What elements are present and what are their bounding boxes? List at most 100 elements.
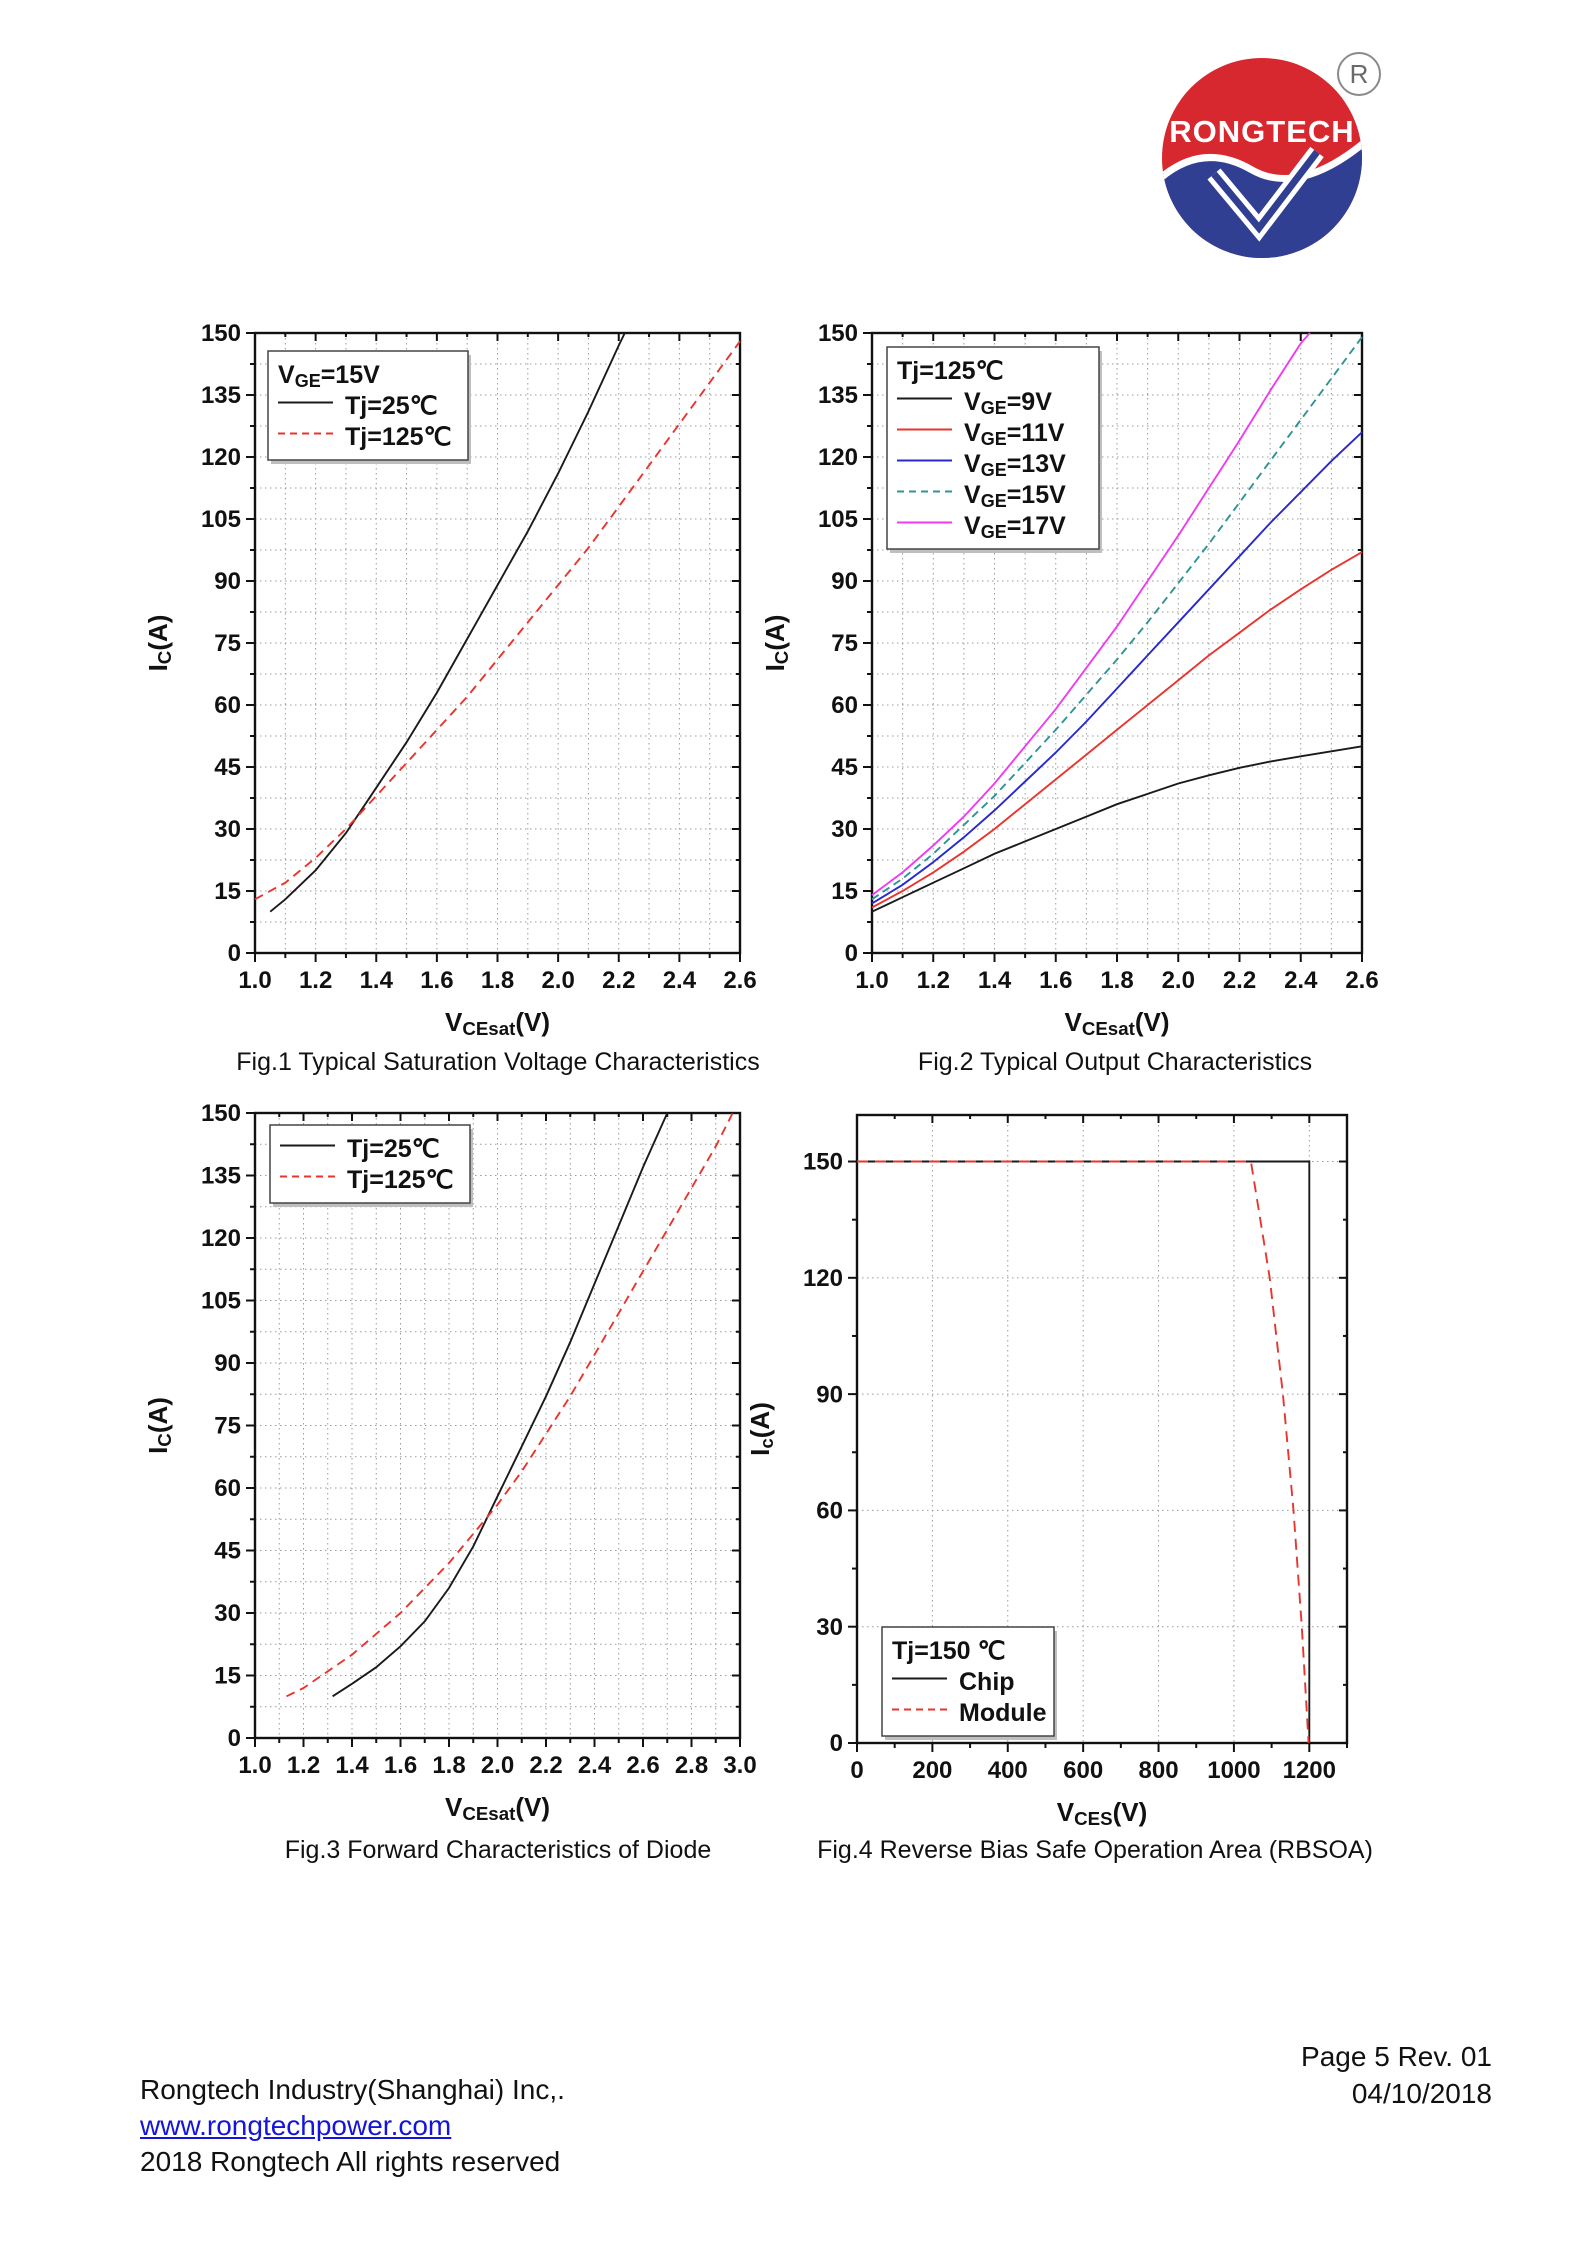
svg-text:30: 30	[214, 1600, 241, 1627]
svg-text:Tj=25℃: Tj=25℃	[345, 392, 438, 420]
svg-text:VCES(V): VCES(V)	[1057, 1797, 1147, 1829]
svg-text:1.6: 1.6	[384, 1752, 417, 1779]
fig3-plot: 1.0 1.2 1.4 1.6 1.8 2.0 2.2 2.4 2.6 2.8 3.0 0 15 30 45…	[143, 1100, 757, 1824]
logo-brand-text: RONGTECH	[1169, 114, 1354, 149]
svg-text:Tj=125℃: Tj=125℃	[345, 423, 452, 451]
svg-text:600: 600	[1063, 1757, 1103, 1784]
svg-text:150: 150	[818, 320, 858, 347]
svg-text:Ic(A): Ic(A)	[745, 1402, 777, 1456]
svg-text:150: 150	[201, 1100, 241, 1127]
svg-text:VGE=15V: VGE=15V	[278, 361, 380, 391]
svg-text:1.6: 1.6	[1039, 967, 1072, 994]
svg-text:2.0: 2.0	[1162, 967, 1195, 994]
svg-text:105: 105	[201, 1288, 241, 1315]
svg-text:1.2: 1.2	[287, 1752, 320, 1779]
svg-text:IC(A): IC(A)	[760, 615, 792, 672]
footer-page-block: Page 5 Rev. 01 04/10/2018	[1301, 2038, 1492, 2112]
svg-text:2.6: 2.6	[626, 1752, 659, 1779]
rongtech-logo: RONGTECH	[1158, 50, 1368, 262]
svg-text:60: 60	[816, 1498, 843, 1525]
svg-text:Module: Module	[959, 1699, 1047, 1727]
svg-text:75: 75	[831, 630, 858, 657]
fig4-caption: Fig.4 Reverse Bias Safe Operation Area (…	[817, 1836, 1373, 1864]
fig1-plot: 1.0 1.2 1.4 1.6 1.8 2.0 2.2 2.4 2.6 0 15 30 45 60 75 90…	[143, 320, 757, 1039]
svg-text:VGE=11V: VGE=11V	[964, 419, 1065, 449]
fig2-plot: 1.0 1.2 1.4 1.6 1.8 2.0 2.2 2.4 2.6 0 15 30 45 60 75 90…	[760, 320, 1379, 1039]
svg-text:VGE=17V: VGE=17V	[964, 512, 1066, 542]
svg-text:800: 800	[1139, 1757, 1179, 1784]
svg-text:1.6: 1.6	[420, 967, 453, 994]
svg-text:2.6: 2.6	[723, 967, 756, 994]
svg-text:0: 0	[850, 1757, 863, 1784]
svg-text:90: 90	[214, 1350, 241, 1377]
svg-text:0: 0	[845, 940, 858, 967]
svg-text:1000: 1000	[1207, 1757, 1260, 1784]
svg-text:60: 60	[831, 692, 858, 719]
svg-text:135: 135	[201, 1163, 241, 1190]
svg-text:200: 200	[912, 1757, 952, 1784]
fig3-caption: Fig.3 Forward Characteristics of Diode	[284, 1836, 712, 1864]
rongtech-logo-icon: RONGTECH	[1162, 58, 1362, 258]
svg-text:150: 150	[201, 320, 241, 347]
svg-text:30: 30	[816, 1614, 843, 1641]
svg-text:150: 150	[803, 1149, 843, 1176]
svg-text:Tj=125℃: Tj=125℃	[347, 1166, 454, 1194]
svg-text:1.4: 1.4	[978, 967, 1012, 994]
svg-text:1.2: 1.2	[917, 967, 950, 994]
svg-text:1.4: 1.4	[335, 1752, 369, 1779]
svg-text:60: 60	[214, 692, 241, 719]
chart-fig3-diode-forward: 1.0 1.2 1.4 1.6 1.8 2.0 2.2 2.4 2.6 2.8 3.0 0 15 30 45…	[120, 1048, 820, 1878]
svg-text:1.0: 1.0	[855, 967, 888, 994]
svg-text:2.2: 2.2	[529, 1752, 562, 1779]
svg-text:135: 135	[818, 382, 858, 409]
svg-text:75: 75	[214, 1413, 241, 1440]
svg-text:IC(A): IC(A)	[143, 1397, 175, 1454]
svg-text:2.0: 2.0	[541, 967, 574, 994]
svg-text:Tj=25℃: Tj=25℃	[347, 1135, 440, 1163]
svg-text:VGE=15V: VGE=15V	[964, 481, 1066, 511]
svg-text:2.6: 2.6	[1345, 967, 1378, 994]
svg-text:120: 120	[201, 1225, 241, 1252]
fig2-caption: Fig.2 Typical Output Characteristics	[917, 1048, 1313, 1076]
svg-text:1.8: 1.8	[481, 967, 514, 994]
svg-text:120: 120	[818, 444, 858, 471]
svg-text:VCEsat(V): VCEsat(V)	[445, 1007, 550, 1039]
svg-text:2.8: 2.8	[675, 1752, 708, 1779]
svg-text:2.2: 2.2	[1223, 967, 1256, 994]
svg-text:120: 120	[201, 444, 241, 471]
svg-text:2.0: 2.0	[481, 1752, 514, 1779]
chart-fig1-saturation-voltage: 1.0 1.2 1.4 1.6 1.8 2.0 2.2 2.4 2.6 0 15 30 45 60 75 90…	[120, 268, 820, 1088]
svg-text:1.0: 1.0	[238, 967, 271, 994]
svg-text:30: 30	[831, 816, 858, 843]
svg-text:0: 0	[228, 1725, 241, 1752]
svg-text:105: 105	[818, 506, 858, 533]
website-link[interactable]: www.rongtechpower.com	[140, 2110, 452, 2141]
svg-text:15: 15	[831, 878, 858, 905]
svg-text:Tj=150 ℃: Tj=150 ℃	[892, 1637, 1006, 1665]
svg-text:1.8: 1.8	[1100, 967, 1133, 994]
svg-text:Tj=125℃: Tj=125℃	[897, 357, 1004, 385]
copyright-line: 2018 Rongtech All rights reserved	[140, 2146, 561, 2177]
svg-text:135: 135	[201, 382, 241, 409]
svg-text:105: 105	[201, 506, 241, 533]
svg-text:VCEsat(V): VCEsat(V)	[445, 1792, 550, 1824]
svg-text:75: 75	[214, 630, 241, 657]
svg-text:Chip: Chip	[959, 1668, 1015, 1696]
svg-text:45: 45	[214, 754, 241, 781]
company-name: Rongtech Industry(Shanghai) Inc,.	[140, 2074, 565, 2105]
svg-text:VGE=13V: VGE=13V	[964, 450, 1066, 480]
svg-text:1.8: 1.8	[432, 1752, 465, 1779]
svg-text:2.4: 2.4	[663, 967, 697, 994]
svg-text:1.0: 1.0	[238, 1752, 271, 1779]
svg-text:IC(A): IC(A)	[143, 615, 175, 672]
svg-text:90: 90	[816, 1381, 843, 1408]
svg-text:45: 45	[214, 1538, 241, 1565]
svg-text:1.4: 1.4	[360, 967, 394, 994]
svg-text:0: 0	[228, 940, 241, 967]
fig1-caption: Fig.1 Typical Saturation Voltage Charact…	[236, 1048, 760, 1076]
svg-text:0: 0	[830, 1730, 843, 1757]
svg-text:60: 60	[214, 1475, 241, 1502]
svg-text:VCEsat(V): VCEsat(V)	[1064, 1007, 1169, 1039]
revision-date: 04/10/2018	[1351, 2078, 1492, 2109]
